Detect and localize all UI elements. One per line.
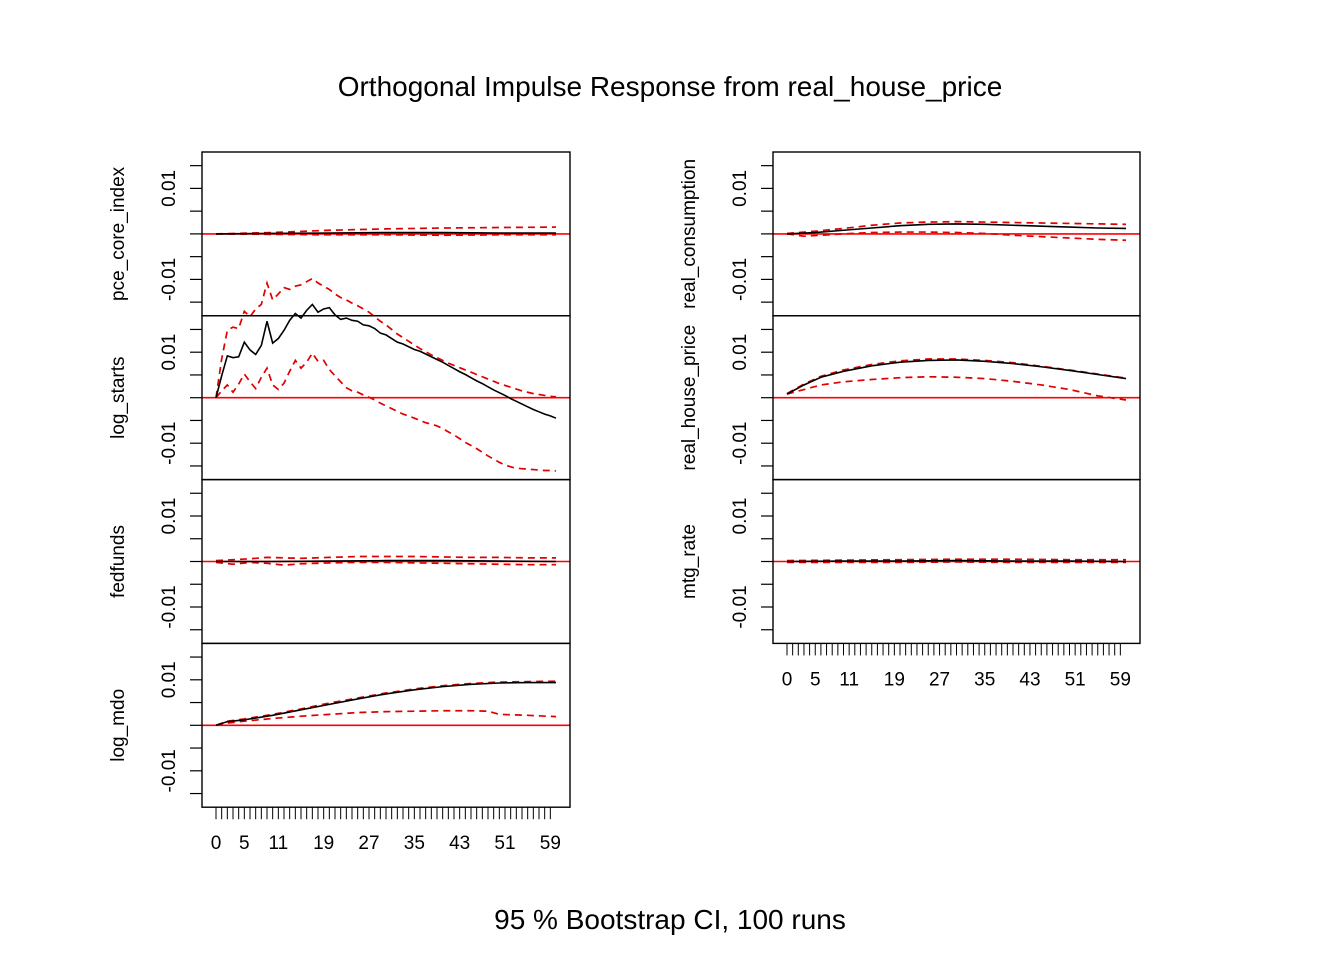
- ci-lower-line: [215, 561, 556, 566]
- x-tick-label: 43: [1019, 669, 1040, 690]
- x-tick-label: 0: [211, 833, 222, 854]
- y-tick-label: 0.01: [159, 661, 180, 698]
- ci-upper-line: [786, 558, 1126, 562]
- y-tick-label: 0.01: [730, 498, 751, 535]
- chart-subtitle: 95 % Bootstrap CI, 100 runs: [494, 904, 846, 935]
- response-line: [786, 359, 1127, 395]
- ci-upper-line: [786, 220, 1127, 235]
- ci-upper-line: [215, 277, 557, 398]
- ci-lower-line: [786, 375, 1127, 401]
- response-line: [216, 559, 557, 563]
- y-tick-label: -0.01: [159, 422, 180, 465]
- response-line: [215, 681, 556, 727]
- response-line: [786, 559, 1127, 563]
- y-tick-label: -0.01: [730, 585, 751, 628]
- panel-log_starts: -0.01 0.01 log_starts: [108, 277, 571, 481]
- x-tick-label: 27: [929, 669, 950, 690]
- ci-upper-line: [215, 226, 557, 235]
- response-line: [215, 231, 556, 235]
- panel-real_house_price: -0.01 0.01 real_house_price: [679, 315, 1141, 481]
- x-tick-label: 59: [1110, 669, 1131, 690]
- x-tick-label: 59: [540, 833, 561, 854]
- chart-title: Orthogonal Impulse Response from real_ho…: [338, 71, 1003, 102]
- x-tick-label: 19: [313, 833, 334, 854]
- x-tick-label: 51: [1065, 669, 1086, 690]
- y-tick-label: 0.01: [730, 334, 751, 371]
- response-line: [215, 303, 557, 419]
- y-tick-label: -0.01: [159, 585, 180, 628]
- ci-upper-line: [215, 555, 556, 562]
- x-axis-col-2: 0 5 11 19 27 35 43 51 59: [782, 643, 1131, 690]
- response-line: [786, 223, 1127, 235]
- ci-lower-line: [215, 233, 556, 237]
- panel-pce_core_index: -0.01 0.01 pce_core_index: [108, 151, 571, 317]
- panel-real_consumption: -0.01 0.01 real_consumption: [679, 151, 1141, 317]
- panel-log_mdo: -0.01 0.01 log_mdo: [108, 642, 571, 808]
- y-tick-label: 0.01: [159, 498, 180, 535]
- x-tick-label: 5: [810, 669, 821, 690]
- ci-lower-line: [215, 709, 557, 727]
- panel-ylabel: pce_core_index: [108, 166, 129, 301]
- y-tick-label: -0.01: [159, 749, 180, 792]
- ci-upper-line: [786, 358, 1127, 395]
- x-tick-label: 27: [358, 833, 379, 854]
- panel-ylabel: log_starts: [108, 357, 129, 439]
- ci-lower-line: [786, 231, 1127, 242]
- panel-fedfunds: -0.01 0.01 fedfunds: [108, 478, 571, 645]
- panel-ylabel: real_consumption: [679, 159, 700, 309]
- x-tick-label: 43: [449, 833, 470, 854]
- y-tick-label: -0.01: [730, 258, 751, 301]
- x-tick-label: 5: [239, 833, 250, 854]
- x-tick-label: 51: [494, 833, 515, 854]
- panel-mtg_rate: -0.01 0.01 mtg_rate: [679, 478, 1141, 645]
- x-tick-label: 0: [782, 669, 793, 690]
- y-tick-label: 0.01: [159, 170, 180, 207]
- panels-layer: -0.01 0.01 pce_core_index -0.01 0.01 log_star…: [108, 151, 1141, 854]
- x-tick-label: 11: [268, 833, 288, 854]
- panel-ylabel: real_house_price: [679, 325, 700, 471]
- x-tick-label: 35: [974, 669, 995, 690]
- ci-upper-line: [215, 680, 557, 727]
- panel-ylabel: log_mdo: [108, 689, 129, 762]
- x-axis-col-1: 0 5 11 19 27 35 43 51 59: [211, 807, 561, 854]
- x-tick-label: 11: [839, 669, 859, 690]
- y-tick-label: -0.01: [730, 422, 751, 465]
- y-tick-label: 0.01: [730, 170, 751, 207]
- panel-ylabel: fedfunds: [108, 525, 129, 598]
- y-tick-label: -0.01: [159, 258, 180, 301]
- y-tick-label: 0.01: [159, 334, 180, 371]
- x-tick-label: 35: [404, 833, 425, 854]
- ci-lower-line: [215, 351, 557, 472]
- panel-ylabel: mtg_rate: [679, 524, 700, 599]
- x-tick-label: 19: [884, 669, 905, 690]
